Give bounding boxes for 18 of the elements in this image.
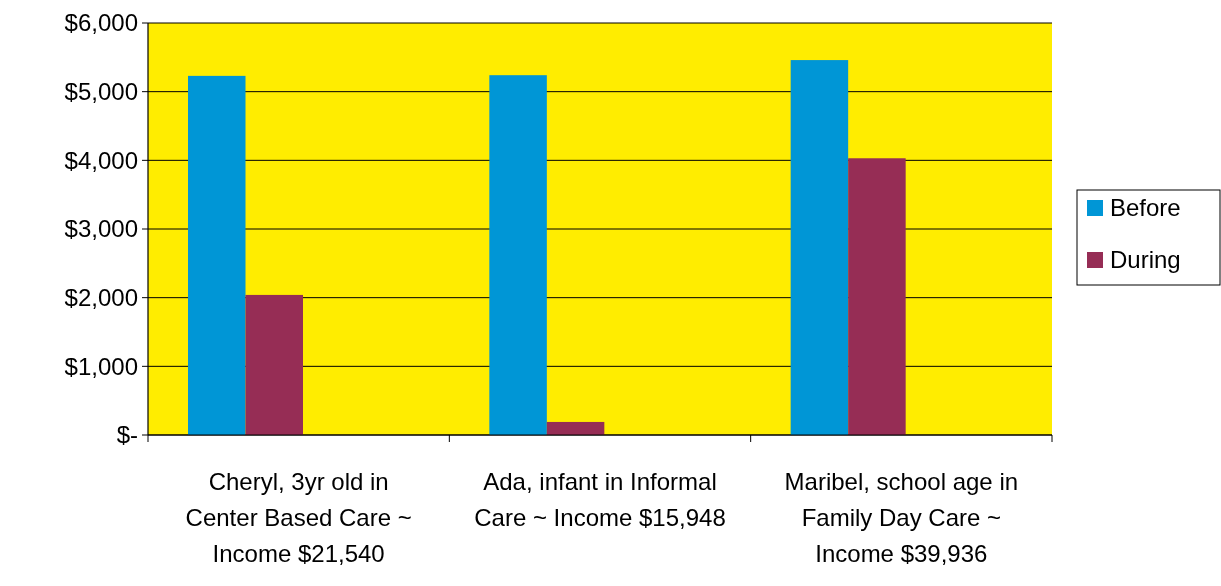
bar	[848, 158, 906, 435]
x-tick-label: Maribel, school age in Family Day Care ~ Income $39,936	[784, 468, 1019, 567]
bar	[245, 294, 303, 435]
legend-label: During	[1110, 246, 1181, 274]
bar	[489, 75, 547, 435]
legend-label: Before	[1110, 194, 1181, 222]
y-tick-label: $-	[116, 421, 138, 449]
x-tick-label: Cheryl, 3yr old in Center Based Care ~ Income $21,540	[185, 468, 412, 567]
y-tick-label: $2,000	[64, 284, 138, 312]
y-tick-label: $3,000	[64, 215, 138, 243]
bar	[790, 60, 849, 435]
bar	[546, 421, 605, 435]
y-tick-label: $4,000	[64, 146, 138, 174]
y-tick-label: $6,000	[64, 9, 138, 37]
x-tick-label: Ada, infant in Informal Care ~ Income $15,948	[474, 468, 726, 531]
y-tick-label: $5,000	[64, 78, 138, 106]
y-tick-label: $1,000	[64, 352, 138, 380]
bar	[188, 75, 246, 435]
